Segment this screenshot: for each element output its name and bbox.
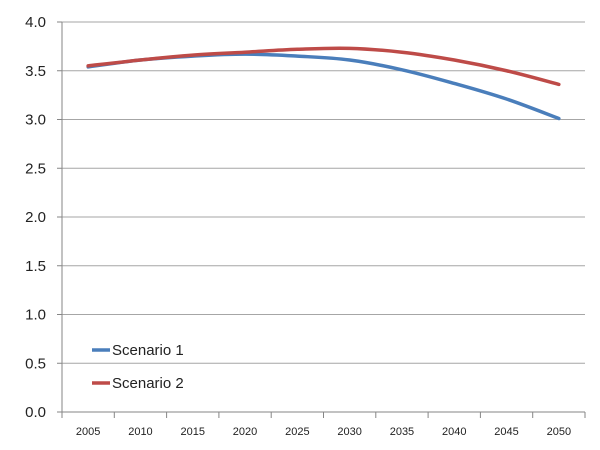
legend-label-1: Scenario 1 — [112, 342, 184, 359]
y-tick-label: 2.0 — [25, 209, 46, 226]
y-tick-label: 2.5 — [25, 160, 46, 177]
x-tick-label: 2010 — [128, 426, 152, 438]
y-tick-label: 3.5 — [25, 63, 46, 80]
grid-layer — [62, 21, 585, 364]
x-tick-label: 2005 — [76, 426, 100, 438]
y-tick-label: 3.0 — [25, 112, 46, 129]
x-tick-labels: 2005 2010 2015 2020 2025 2030 2035 2040 2045 2050 — [76, 426, 571, 438]
legend-label-2: Scenario 2 — [112, 375, 184, 392]
series-line-1 — [86, 52, 561, 121]
x-tick-label: 2020 — [233, 426, 257, 438]
series-line-2 — [86, 46, 561, 87]
x-tick-label: 2045 — [494, 426, 518, 438]
y-tick-label: 0.0 — [25, 404, 46, 421]
y-tick-label: 0.5 — [25, 355, 46, 372]
y-tick-label: 1.5 — [25, 258, 46, 275]
legend: Scenario 1 Scenario 2 — [92, 342, 184, 392]
x-tick-label: 2050 — [547, 426, 571, 438]
y-tick-label: 1.0 — [25, 307, 46, 324]
x-tick-label: 2030 — [337, 426, 361, 438]
axis-layer — [57, 21, 586, 418]
y-tick-label: 4.0 — [25, 14, 46, 31]
x-tick-label: 2040 — [442, 426, 466, 438]
x-tick-label: 2015 — [181, 426, 205, 438]
series-layer — [86, 46, 561, 121]
x-tick-label: 2025 — [285, 426, 309, 438]
y-tick-labels: 0.0 0.5 1.0 1.5 2.0 2.5 3.0 3.5 4.0 — [25, 14, 46, 421]
x-tick-label: 2035 — [390, 426, 414, 438]
